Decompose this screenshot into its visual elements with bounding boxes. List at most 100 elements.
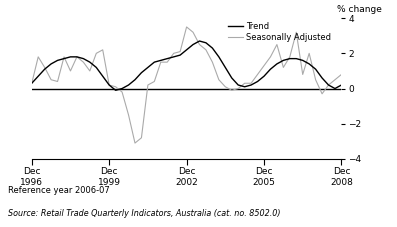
Seasonally Adjusted <box>333 78 337 81</box>
Trend <box>113 89 118 92</box>
Trend <box>184 49 189 51</box>
Line: Seasonally Adjusted: Seasonally Adjusted <box>32 27 341 143</box>
Trend <box>333 87 337 90</box>
Seasonally Adjusted <box>158 61 163 64</box>
Seasonally Adjusted <box>249 82 253 85</box>
Trend <box>300 59 305 62</box>
Seasonally Adjusted <box>172 52 176 55</box>
Trend <box>29 82 34 85</box>
Trend <box>172 56 176 58</box>
Trend <box>62 57 66 60</box>
Trend <box>36 75 40 78</box>
Seasonally Adjusted <box>229 89 234 92</box>
Seasonally Adjusted <box>320 92 324 95</box>
Text: Reference year 2006-07: Reference year 2006-07 <box>8 186 110 195</box>
Trend <box>229 77 234 79</box>
Seasonally Adjusted <box>87 70 92 72</box>
Trend <box>307 63 312 65</box>
Trend <box>49 63 54 65</box>
Seasonally Adjusted <box>178 50 183 53</box>
Trend <box>313 68 318 71</box>
Trend <box>120 87 125 90</box>
Seasonally Adjusted <box>81 61 86 64</box>
Seasonally Adjusted <box>223 85 227 88</box>
Seasonally Adjusted <box>210 61 215 64</box>
Seasonally Adjusted <box>326 84 331 86</box>
Seasonally Adjusted <box>68 70 73 72</box>
Seasonally Adjusted <box>339 73 344 76</box>
Seasonally Adjusted <box>36 56 40 58</box>
Trend <box>326 84 331 86</box>
Seasonally Adjusted <box>100 49 105 51</box>
Seasonally Adjusted <box>313 78 318 81</box>
Trend <box>145 66 150 69</box>
Seasonally Adjusted <box>107 84 112 86</box>
Trend <box>94 66 99 69</box>
Trend <box>81 57 86 60</box>
Trend <box>178 54 183 57</box>
Seasonally Adjusted <box>165 61 170 64</box>
Seasonally Adjusted <box>42 66 47 69</box>
Seasonally Adjusted <box>287 56 292 58</box>
Seasonally Adjusted <box>204 49 208 51</box>
Seasonally Adjusted <box>197 43 202 46</box>
Seasonally Adjusted <box>191 31 195 34</box>
Line: Trend: Trend <box>32 41 341 90</box>
Trend <box>158 59 163 62</box>
Trend <box>294 57 299 60</box>
Trend <box>197 40 202 42</box>
Seasonally Adjusted <box>75 56 79 58</box>
Trend <box>242 85 247 88</box>
Trend <box>210 47 215 49</box>
Trend <box>165 57 170 60</box>
Trend <box>275 63 279 65</box>
Seasonally Adjusted <box>55 80 60 83</box>
Trend <box>55 59 60 62</box>
Seasonally Adjusted <box>62 56 66 58</box>
Seasonally Adjusted <box>255 73 260 76</box>
Trend <box>320 77 324 79</box>
Seasonally Adjusted <box>307 52 312 55</box>
Trend <box>191 43 195 46</box>
Trend <box>339 84 344 86</box>
Seasonally Adjusted <box>152 80 157 83</box>
Trend <box>100 75 105 78</box>
Seasonally Adjusted <box>49 78 54 81</box>
Seasonally Adjusted <box>184 26 189 28</box>
Text: % change: % change <box>337 5 382 14</box>
Trend <box>68 56 73 58</box>
Seasonally Adjusted <box>139 136 144 139</box>
Seasonally Adjusted <box>275 43 279 46</box>
Trend <box>126 84 131 86</box>
Trend <box>262 75 266 78</box>
Seasonally Adjusted <box>262 64 266 67</box>
Trend <box>107 84 112 86</box>
Trend <box>87 61 92 64</box>
Seasonally Adjusted <box>94 52 99 55</box>
Seasonally Adjusted <box>216 78 221 81</box>
Text: Source: Retail Trade Quarterly Indicators, Australia (cat. no. 8502.0): Source: Retail Trade Quarterly Indicator… <box>8 209 280 218</box>
Trend <box>204 42 208 44</box>
Seasonally Adjusted <box>113 85 118 88</box>
Seasonally Adjusted <box>268 56 273 58</box>
Trend <box>139 71 144 74</box>
Seasonally Adjusted <box>29 82 34 85</box>
Seasonally Adjusted <box>145 84 150 86</box>
Seasonally Adjusted <box>281 66 286 69</box>
Trend <box>216 56 221 58</box>
Trend <box>281 59 286 62</box>
Trend <box>42 68 47 71</box>
Seasonally Adjusted <box>120 91 125 94</box>
Trend <box>268 68 273 71</box>
Seasonally Adjusted <box>126 114 131 116</box>
Legend: Trend, Seasonally Adjusted: Trend, Seasonally Adjusted <box>228 22 331 42</box>
Trend <box>133 78 137 81</box>
Seasonally Adjusted <box>133 142 137 144</box>
Trend <box>236 84 241 86</box>
Trend <box>287 57 292 60</box>
Trend <box>255 80 260 83</box>
Seasonally Adjusted <box>294 31 299 34</box>
Trend <box>249 84 253 86</box>
Seasonally Adjusted <box>236 87 241 90</box>
Trend <box>152 61 157 64</box>
